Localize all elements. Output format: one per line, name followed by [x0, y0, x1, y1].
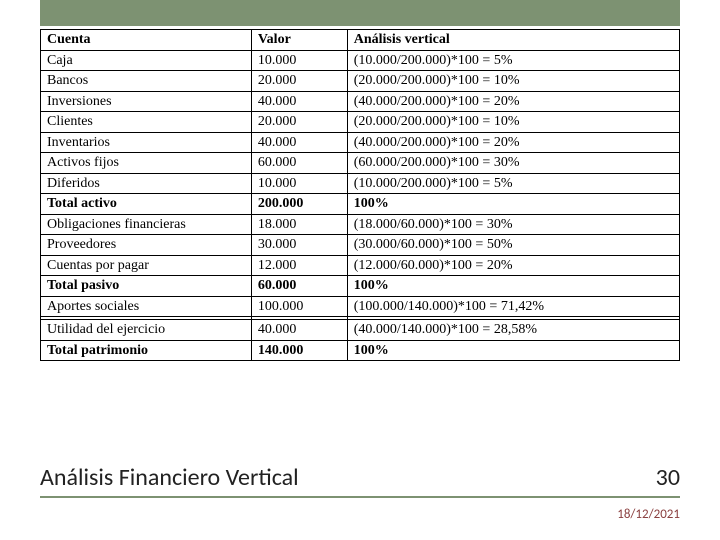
table-row: Activos fijos 60.000 (60.000/200.000)*10… — [41, 153, 680, 174]
cell-valor: 40.000 — [251, 91, 347, 112]
cell-valor: 12.000 — [251, 255, 347, 276]
cell-valor: 20.000 — [251, 71, 347, 92]
cell-cuenta: Diferidos — [41, 173, 252, 194]
slide-title: Análisis Financiero Vertical — [40, 463, 299, 492]
cell-cuenta: Inventarios — [41, 132, 252, 153]
cell-valor: 200.000 — [251, 194, 347, 215]
cell-analisis: (10.000/200.000)*100 = 5% — [347, 173, 679, 194]
cell-analisis: (30.000/60.000)*100 = 50% — [347, 235, 679, 256]
cell-cuenta: Proveedores — [41, 235, 252, 256]
accent-bar — [40, 0, 680, 26]
cell-analisis: 100% — [347, 194, 679, 215]
cell-valor: 20.000 — [251, 112, 347, 133]
header-cuenta: Cuenta — [41, 30, 252, 51]
cell-analisis: (12.000/60.000)*100 = 20% — [347, 255, 679, 276]
table-row: Bancos 20.000 (20.000/200.000)*100 = 10% — [41, 71, 680, 92]
cell-analisis: (40.000/140.000)*100 = 28,58% — [347, 320, 679, 341]
slide-footer: Análisis Financiero Vertical 30 — [40, 463, 680, 498]
table-row: Diferidos 10.000 (10.000/200.000)*100 = … — [41, 173, 680, 194]
header-valor: Valor — [251, 30, 347, 51]
financial-table-container: Cuenta Valor Análisis vertical Caja 10.0… — [40, 29, 680, 361]
table-row-total-activo: Total activo 200.000 100% — [41, 194, 680, 215]
financial-table: Cuenta Valor Análisis vertical Caja 10.0… — [40, 29, 680, 361]
cell-cuenta: Clientes — [41, 112, 252, 133]
table-row: Inversiones 40.000 (40.000/200.000)*100 … — [41, 91, 680, 112]
cell-cuenta: Total pasivo — [41, 276, 252, 297]
cell-analisis: (10.000/200.000)*100 = 5% — [347, 50, 679, 71]
cell-analisis: (18.000/60.000)*100 = 30% — [347, 214, 679, 235]
cell-valor: 140.000 — [251, 340, 347, 361]
cell-cuenta: Activos fijos — [41, 153, 252, 174]
table-row: Aportes sociales 100.000 (100.000/140.00… — [41, 296, 680, 317]
cell-analisis: (40.000/200.000)*100 = 20% — [347, 91, 679, 112]
cell-cuenta: Inversiones — [41, 91, 252, 112]
table-row: Proveedores 30.000 (30.000/60.000)*100 =… — [41, 235, 680, 256]
cell-analisis: 100% — [347, 276, 679, 297]
cell-cuenta: Bancos — [41, 71, 252, 92]
cell-analisis: (40.000/200.000)*100 = 20% — [347, 132, 679, 153]
cell-analisis: (20.000/200.000)*100 = 10% — [347, 71, 679, 92]
table-row: Clientes 20.000 (20.000/200.000)*100 = 1… — [41, 112, 680, 133]
table-row: Obligaciones financieras 18.000 (18.000/… — [41, 214, 680, 235]
cell-valor: 40.000 — [251, 320, 347, 341]
slide-date: 18/12/2021 — [617, 507, 680, 522]
header-analisis: Análisis vertical — [347, 30, 679, 51]
table-header-row: Cuenta Valor Análisis vertical — [41, 30, 680, 51]
cell-cuenta: Obligaciones financieras — [41, 214, 252, 235]
cell-analisis: (60.000/200.000)*100 = 30% — [347, 153, 679, 174]
cell-valor: 40.000 — [251, 132, 347, 153]
cell-analisis: (100.000/140.000)*100 = 71,42% — [347, 296, 679, 317]
cell-cuenta: Utilidad del ejercicio — [41, 320, 252, 341]
cell-valor: 100.000 — [251, 296, 347, 317]
cell-valor: 60.000 — [251, 276, 347, 297]
table-row: Cuentas por pagar 12.000 (12.000/60.000)… — [41, 255, 680, 276]
table-body: Cuenta Valor Análisis vertical Caja 10.0… — [41, 30, 680, 361]
cell-cuenta: Total patrimonio — [41, 340, 252, 361]
cell-analisis: (20.000/200.000)*100 = 10% — [347, 112, 679, 133]
cell-valor: 10.000 — [251, 173, 347, 194]
cell-valor: 10.000 — [251, 50, 347, 71]
cell-valor: 30.000 — [251, 235, 347, 256]
table-row: Inventarios 40.000 (40.000/200.000)*100 … — [41, 132, 680, 153]
page-number: 30 — [656, 463, 680, 492]
cell-cuenta: Aportes sociales — [41, 296, 252, 317]
table-row: Caja 10.000 (10.000/200.000)*100 = 5% — [41, 50, 680, 71]
cell-cuenta: Cuentas por pagar — [41, 255, 252, 276]
cell-valor: 18.000 — [251, 214, 347, 235]
cell-valor: 60.000 — [251, 153, 347, 174]
cell-cuenta: Caja — [41, 50, 252, 71]
table-row-total-pasivo: Total pasivo 60.000 100% — [41, 276, 680, 297]
table-row-total-patrimonio: Total patrimonio 140.000 100% — [41, 340, 680, 361]
table-row: Utilidad del ejercicio 40.000 (40.000/14… — [41, 320, 680, 341]
cell-analisis: 100% — [347, 340, 679, 361]
cell-cuenta: Total activo — [41, 194, 252, 215]
